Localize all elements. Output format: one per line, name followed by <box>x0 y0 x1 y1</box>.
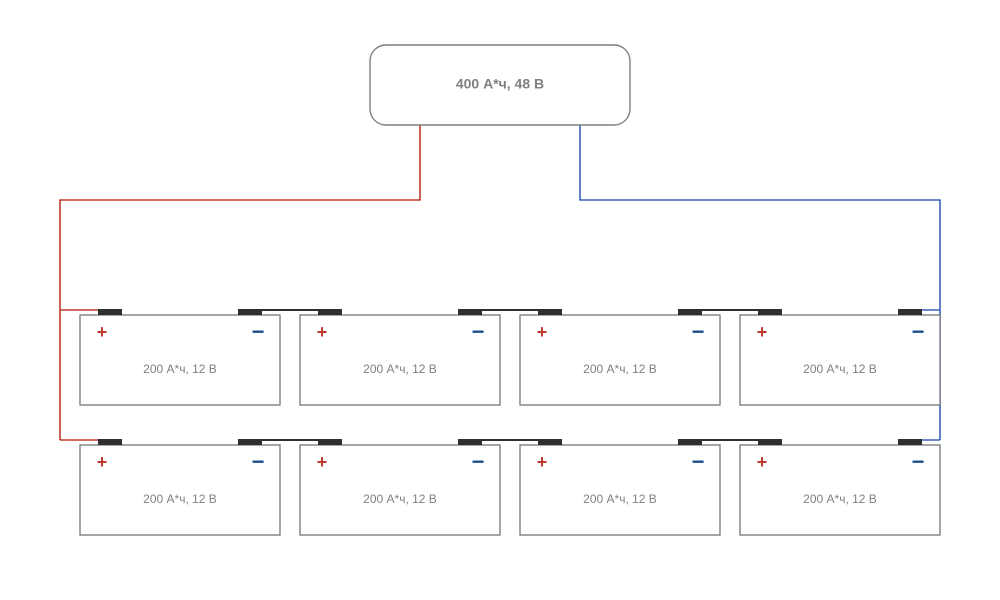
battery-box <box>740 315 940 405</box>
system-label: 400 А*ч, 48 В <box>456 76 544 92</box>
plus-icon: + <box>317 452 328 472</box>
minus-icon: − <box>692 319 705 344</box>
terminal-negative <box>678 309 702 315</box>
battery-box <box>740 445 940 535</box>
terminal-positive <box>98 439 122 445</box>
battery-box <box>80 315 280 405</box>
battery-wiring-diagram: 400 А*ч, 48 В + − 200 А*ч, 12 В + − 200 А*ч, 1… <box>0 0 1000 600</box>
terminal-positive <box>318 309 342 315</box>
minus-icon: − <box>252 449 265 474</box>
battery-box <box>520 445 720 535</box>
terminal-negative <box>898 309 922 315</box>
plus-icon: + <box>317 322 328 342</box>
battery-label: 200 А*ч, 12 В <box>143 492 217 506</box>
terminal-negative <box>678 439 702 445</box>
terminal-positive <box>758 309 782 315</box>
minus-icon: − <box>472 449 485 474</box>
plus-icon: + <box>97 322 108 342</box>
terminal-positive <box>318 439 342 445</box>
minus-icon: − <box>912 319 925 344</box>
plus-icon: + <box>757 322 768 342</box>
plus-icon: + <box>97 452 108 472</box>
battery-box <box>520 315 720 405</box>
terminal-negative <box>238 439 262 445</box>
terminal-negative <box>458 439 482 445</box>
minus-icon: − <box>472 319 485 344</box>
battery-box <box>300 445 500 535</box>
terminal-positive <box>98 309 122 315</box>
battery-label: 200 А*ч, 12 В <box>803 492 877 506</box>
battery-label: 200 А*ч, 12 В <box>363 492 437 506</box>
terminal-negative <box>458 309 482 315</box>
minus-icon: − <box>912 449 925 474</box>
battery-label: 200 А*ч, 12 В <box>143 362 217 376</box>
minus-icon: − <box>252 319 265 344</box>
plus-icon: + <box>757 452 768 472</box>
terminal-positive <box>758 439 782 445</box>
plus-icon: + <box>537 322 548 342</box>
battery-label: 200 А*ч, 12 В <box>583 492 657 506</box>
terminal-positive <box>538 309 562 315</box>
battery-box <box>300 315 500 405</box>
terminal-negative <box>898 439 922 445</box>
battery-label: 200 А*ч, 12 В <box>803 362 877 376</box>
plus-icon: + <box>537 452 548 472</box>
battery-box <box>80 445 280 535</box>
minus-icon: − <box>692 449 705 474</box>
battery-label: 200 А*ч, 12 В <box>363 362 437 376</box>
terminal-positive <box>538 439 562 445</box>
terminal-negative <box>238 309 262 315</box>
battery-label: 200 А*ч, 12 В <box>583 362 657 376</box>
